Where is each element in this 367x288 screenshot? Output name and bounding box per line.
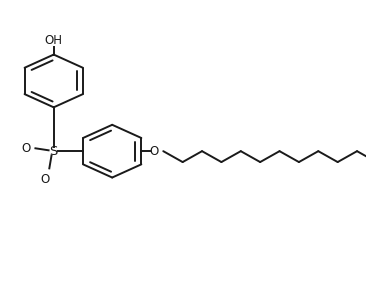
Text: O: O — [40, 173, 50, 186]
Text: O: O — [21, 142, 30, 155]
Text: S: S — [50, 145, 58, 158]
Text: OH: OH — [45, 34, 63, 47]
Text: O: O — [149, 145, 159, 158]
